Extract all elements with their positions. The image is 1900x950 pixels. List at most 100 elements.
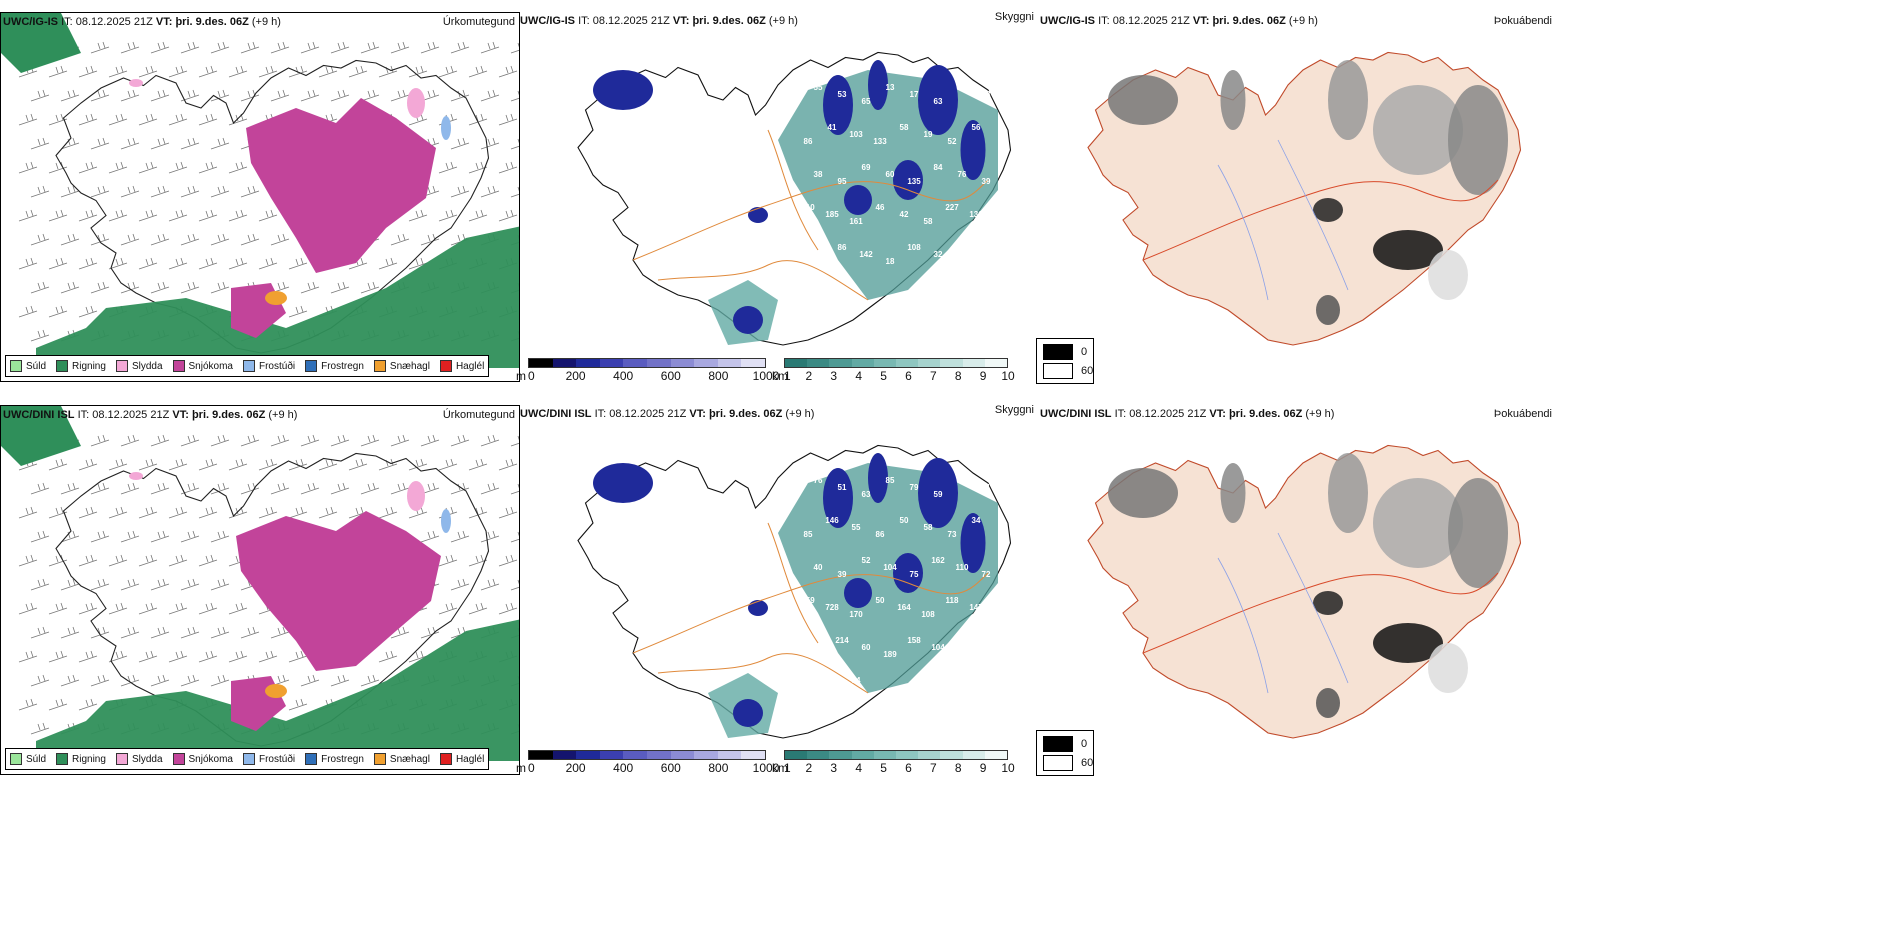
wind-barb xyxy=(198,650,218,663)
fog-index-area xyxy=(1316,688,1340,718)
cloud-base-labels: 55 53 65 13 17 63 53 58 86 41 103 133 58 19 52 56 38 95 69… xyxy=(801,83,993,306)
colorbar-tick: 8 xyxy=(954,761,962,775)
cloud-base-label: 73 xyxy=(948,530,957,539)
legend-label: Rigning xyxy=(72,360,106,372)
cloud-base-label: 59 xyxy=(934,490,943,499)
freezing-drizzle-area xyxy=(441,509,451,533)
wind-barb xyxy=(228,650,248,663)
wind-barb xyxy=(348,458,368,471)
wind-barb xyxy=(168,257,188,270)
wind-barb xyxy=(198,209,218,222)
wind-barb xyxy=(138,458,158,471)
colorbar-tick: 10 xyxy=(1001,761,1015,775)
wind-barb xyxy=(18,698,38,711)
colorbar-segment xyxy=(829,359,852,367)
legend-label: Frostregn xyxy=(321,753,364,765)
wind-barb xyxy=(18,161,38,174)
fog-panel-2: UWC/DINI ISL IT: 08.12.2025 21Z VT: þri.… xyxy=(1038,405,1556,745)
fog-index-area xyxy=(1373,85,1463,175)
wind-barb xyxy=(48,161,68,174)
cloud-base-label: 58 xyxy=(924,523,933,532)
cloud-base-label: 83 xyxy=(958,650,967,659)
wind-barb xyxy=(18,209,38,222)
road xyxy=(767,522,819,644)
wind-barb xyxy=(510,186,519,198)
fog-index-area xyxy=(1428,643,1468,693)
legend-label: Haglél xyxy=(455,360,485,372)
wind-barb xyxy=(78,209,98,222)
cloud-base-label: 46 xyxy=(958,257,967,266)
wind-barb xyxy=(408,65,428,78)
fog-index-area xyxy=(1328,453,1368,533)
legend-item: Snæhagl xyxy=(373,360,430,372)
wind-barb xyxy=(18,650,38,663)
colorbar-tick: 2 xyxy=(805,761,813,775)
cloud-base-label: 55 xyxy=(814,83,823,92)
legend-label: Frostúði xyxy=(258,753,296,765)
legend-swatch xyxy=(373,360,386,372)
wind-barb xyxy=(498,113,518,126)
cloud-base-label: 74 xyxy=(814,650,823,659)
cloud-base-label: 72 xyxy=(982,570,991,579)
wind-barb xyxy=(18,113,38,126)
wind-barb xyxy=(228,458,248,471)
colorbar-segment xyxy=(529,359,553,367)
wind-barb xyxy=(480,530,500,543)
wind-barb xyxy=(90,482,110,495)
wind-barb xyxy=(108,209,128,222)
wind-barb xyxy=(18,554,38,567)
wind-barb xyxy=(48,650,68,663)
snow-area xyxy=(246,98,436,273)
fog-legend-light-label: 60 xyxy=(1081,365,1094,377)
cloud-map-2: 76 51 63 85 79 59 50 81 85 146 55 86 50 58 73 34 40 39 52 1… xyxy=(577,444,1012,739)
wind-barb xyxy=(150,137,170,150)
wind-barb xyxy=(480,89,500,102)
colorbar-segment xyxy=(717,359,742,367)
rain-area-nw xyxy=(1,13,81,73)
cloud-base-label: 162 xyxy=(931,556,945,565)
wind-barb xyxy=(300,89,320,102)
wind-barb xyxy=(30,674,50,687)
wind-barb xyxy=(198,458,218,471)
colorbar-segment xyxy=(694,359,718,367)
wind-barb xyxy=(90,674,110,687)
colorbar-segment xyxy=(984,359,1008,367)
legend-item: Rigning xyxy=(56,753,106,765)
fog-legend-1: 0 60 xyxy=(1036,338,1094,384)
cloud-base-label: 161 xyxy=(849,217,863,226)
cloud-base-label: 50 xyxy=(876,596,885,605)
cloud-base-label: 164 xyxy=(897,603,911,612)
colorbar xyxy=(784,750,1008,760)
wind-barb xyxy=(120,281,140,294)
wind-barb xyxy=(498,65,518,78)
wind-barb xyxy=(30,233,50,246)
wind-barb xyxy=(510,138,519,150)
wind-barb xyxy=(90,89,110,102)
colorbar-tick: 0 xyxy=(528,761,535,775)
cloud-base-label: 142 xyxy=(859,250,873,259)
wind-barb xyxy=(510,579,519,591)
wind-barb xyxy=(30,530,50,543)
legend-swatch xyxy=(439,360,452,372)
wind-barb xyxy=(300,41,320,54)
freezing-drizzle-area xyxy=(441,116,451,140)
panel-title: UWC/DINI ISL IT: 08.12.2025 21Z VT: þri.… xyxy=(3,409,298,421)
wind-barb xyxy=(330,281,350,294)
cloud-base-label: 85 xyxy=(804,530,813,539)
wind-barb xyxy=(438,602,458,615)
colorbar-ticks: 0 200 400 600 800 1000 xyxy=(528,760,779,775)
wind-barb xyxy=(108,650,128,663)
cloud-base-label: 104 xyxy=(883,563,897,572)
low-cloud-base-cell xyxy=(733,699,763,727)
wind-barb xyxy=(150,185,170,198)
snow-area xyxy=(236,511,441,671)
wind-barb xyxy=(78,602,98,615)
wind-barb xyxy=(228,209,248,222)
wind-barb xyxy=(150,482,170,495)
legend-item: Haglél xyxy=(439,360,485,372)
wind-barb xyxy=(450,578,470,591)
wind-barb xyxy=(228,602,248,615)
colorbar-tick: 400 xyxy=(613,369,634,383)
low-cloud-base-cell xyxy=(593,463,653,503)
cloud-base-label: 33 xyxy=(804,290,813,299)
